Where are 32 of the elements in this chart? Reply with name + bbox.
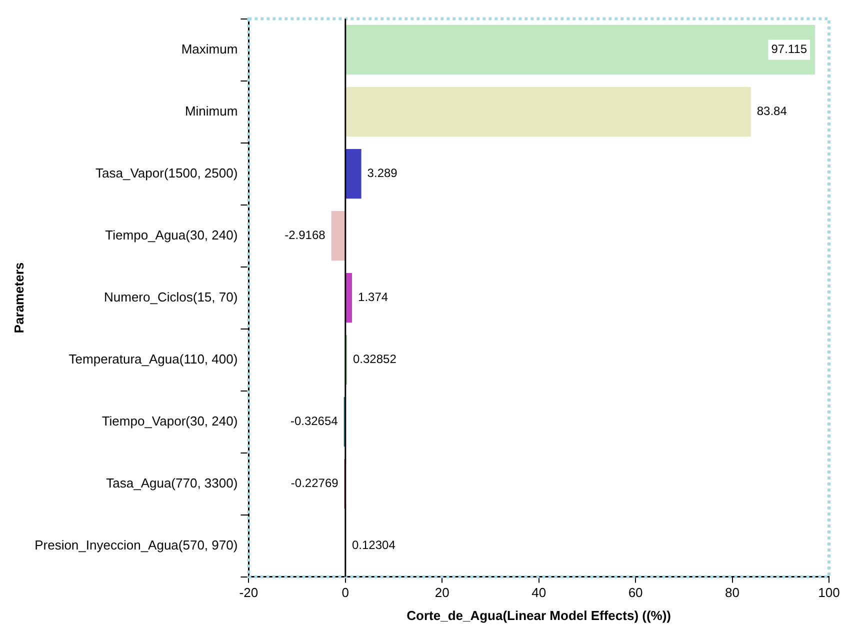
x-tick-label: 40 (532, 585, 546, 600)
x-axis-title: Corte_de_Agua(Linear Model Effects) ((%)) (406, 608, 672, 623)
data-label: 83.84 (756, 104, 788, 118)
bar (346, 87, 751, 137)
data-label: -0.32654 (290, 414, 338, 428)
y-tick-label: Tasa_Agua(770, 3300) (106, 475, 238, 490)
data-label: 3.289 (367, 166, 398, 180)
data-label: 0.12304 (352, 538, 396, 552)
x-tick-label: 80 (725, 585, 740, 600)
data-label: -2.9168 (284, 228, 326, 242)
y-tick-label: Presion_Inyeccion_Agua(570, 970) (34, 537, 238, 552)
data-label: 1.374 (358, 290, 388, 304)
x-tick-label: 0 (342, 585, 350, 600)
data-label: -0.22769 (290, 476, 339, 490)
bar (346, 25, 816, 75)
x-tick-label: 100 (818, 585, 840, 600)
y-tick-label: Maximum (181, 41, 238, 56)
data-label: 97.115 (771, 42, 808, 56)
data-label: 0.32852 (352, 352, 397, 366)
y-tick-label: Tiempo_Vapor(30, 240) (102, 413, 238, 428)
x-tick-label: 20 (434, 585, 450, 600)
y-tick-label: Tiempo_Agua(30, 240) (105, 227, 238, 242)
y-tick-label: Minimum (184, 103, 238, 118)
x-tick-label: 60 (628, 585, 643, 600)
y-tick-label: Temperatura_Agua(110, 400) (68, 351, 238, 366)
bar (346, 273, 352, 323)
x-tick-label: -20 (239, 585, 258, 600)
y-tick-label: Numero_Ciclos(15, 70) (104, 289, 238, 304)
bar (331, 211, 345, 261)
y-tick-label: Tasa_Vapor(1500, 2500) (96, 165, 238, 180)
y-axis-title: Parameters (11, 262, 26, 334)
bar (346, 149, 362, 199)
